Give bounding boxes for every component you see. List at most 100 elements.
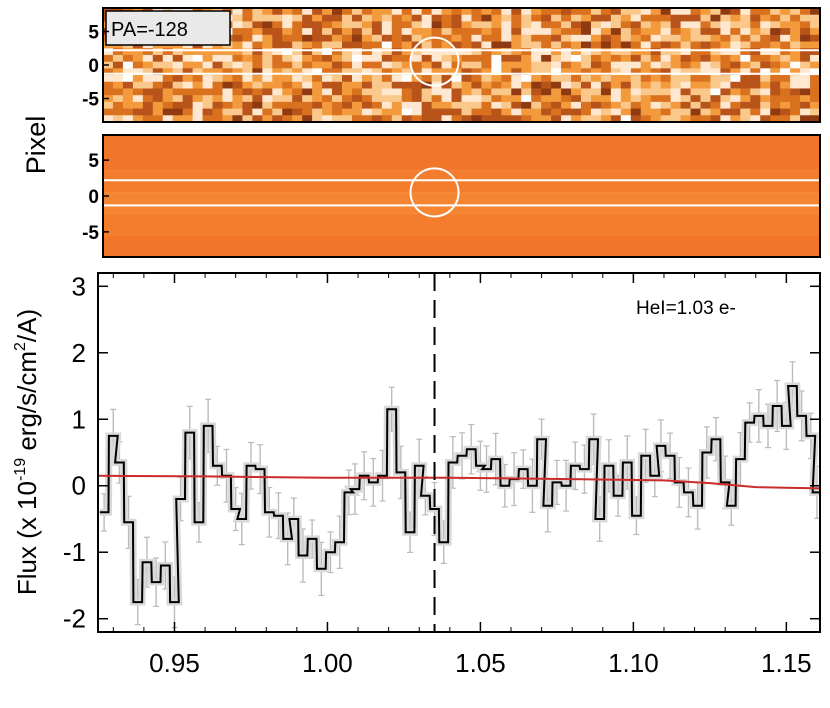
heatmap-cell bbox=[351, 8, 363, 16]
heatmap-cell bbox=[202, 48, 214, 56]
heatmap-cell bbox=[760, 8, 771, 16]
heatmap-cell bbox=[381, 115, 393, 122]
heatmap-cell bbox=[680, 101, 692, 110]
heatmap-cell bbox=[780, 95, 791, 103]
heatmap-cell bbox=[103, 81, 114, 90]
heatmap-cell bbox=[142, 101, 154, 110]
heatmap-cell bbox=[142, 75, 154, 83]
heatmap-cell bbox=[551, 21, 562, 29]
heatmap-cell bbox=[332, 81, 343, 90]
heatmap-cell bbox=[501, 101, 512, 110]
heatmap-cell bbox=[361, 68, 373, 76]
heatmap-cell bbox=[272, 14, 283, 23]
heatmap-cell bbox=[252, 54, 263, 63]
heatmap-cell bbox=[660, 34, 672, 43]
heatmap-cell bbox=[162, 54, 174, 63]
y-tick-label: 0 bbox=[88, 56, 99, 77]
heatmap-cell bbox=[600, 21, 612, 29]
heatmap-cell bbox=[660, 28, 672, 36]
heatmap-cell bbox=[342, 28, 353, 36]
heatmap-cell bbox=[750, 8, 761, 16]
heatmap-cell bbox=[112, 88, 124, 96]
heatmap-cell bbox=[581, 95, 592, 103]
heatmap-cell bbox=[581, 101, 592, 110]
heatmap-cell bbox=[650, 81, 662, 90]
heatmap-cell bbox=[232, 54, 244, 63]
heatmap-cell bbox=[531, 101, 542, 110]
heatmap-cell bbox=[760, 48, 771, 56]
heatmap-cell bbox=[232, 115, 244, 122]
heatmap-cell bbox=[541, 88, 552, 96]
heatmap-cell bbox=[322, 115, 333, 122]
heatmap-cell bbox=[202, 81, 214, 90]
heatmap-cell bbox=[610, 115, 622, 122]
heatmap-cell bbox=[132, 54, 144, 63]
heatmap-cell bbox=[561, 54, 572, 63]
heatmap-cell bbox=[292, 75, 303, 83]
heatmap-cell bbox=[342, 101, 353, 110]
heatmap-cell bbox=[551, 61, 562, 69]
heatmap-cell bbox=[810, 54, 820, 63]
heatmap-cell bbox=[571, 8, 582, 16]
heatmap-cell bbox=[590, 34, 602, 43]
heatmap-cell bbox=[770, 95, 781, 103]
panel-frame bbox=[97, 272, 821, 633]
heatmap-cell bbox=[700, 75, 712, 83]
heatmap-cell bbox=[242, 8, 253, 16]
heatmap-cell bbox=[600, 48, 612, 56]
heatmap-cell bbox=[501, 34, 512, 43]
heatmap-cell bbox=[222, 101, 234, 110]
heatmap-cell bbox=[162, 75, 174, 83]
heatmap-cell bbox=[252, 68, 263, 76]
heatmap-cell bbox=[660, 101, 672, 110]
heatmap-cell bbox=[700, 88, 712, 96]
heatmap-cell bbox=[590, 101, 602, 110]
heatmap-cell bbox=[581, 21, 592, 29]
heatmap-cell bbox=[491, 68, 502, 76]
heatmap-cell bbox=[720, 68, 731, 76]
heatmap-cell bbox=[551, 68, 562, 76]
heatmap-cell bbox=[690, 115, 702, 122]
heatmap-cell bbox=[351, 115, 363, 122]
heatmap-cell bbox=[451, 14, 463, 23]
heatmap-cell bbox=[590, 68, 602, 76]
heatmap-cell bbox=[670, 34, 682, 43]
heatmap-cell bbox=[212, 48, 224, 56]
heatmap-cell bbox=[232, 28, 244, 36]
heatmap-cell bbox=[441, 88, 453, 96]
heatmap-cell bbox=[511, 75, 522, 83]
heatmap-cell bbox=[272, 8, 283, 16]
heatmap-cell bbox=[760, 41, 771, 49]
heatmap-cell bbox=[600, 95, 612, 103]
heatmap-cell bbox=[720, 41, 731, 49]
heatmap-cell bbox=[461, 81, 473, 90]
heatmap-cell bbox=[381, 75, 393, 83]
heatmap-cell bbox=[531, 61, 542, 69]
heatmap-cell bbox=[242, 115, 253, 122]
heatmap-cell bbox=[590, 28, 602, 36]
heatmap-cell bbox=[610, 68, 622, 76]
heatmap-cell bbox=[541, 21, 552, 29]
heatmap-cell bbox=[491, 28, 502, 36]
heatmap-cell bbox=[670, 48, 682, 56]
heatmap-cell bbox=[441, 34, 453, 43]
heatmap-cell bbox=[471, 41, 483, 49]
heatmap-cell bbox=[222, 95, 234, 103]
heatmap-cell bbox=[660, 88, 672, 96]
heatmap-cell bbox=[521, 28, 532, 36]
heatmap-cell bbox=[650, 68, 662, 76]
heatmap-cell bbox=[471, 54, 483, 63]
heatmap-cell bbox=[471, 88, 483, 96]
heatmap-cell bbox=[790, 8, 801, 16]
heatmap-cell bbox=[371, 48, 383, 56]
heatmap-cell bbox=[361, 108, 373, 116]
heatmap-cell bbox=[361, 54, 373, 63]
heatmap-cell bbox=[810, 75, 820, 83]
heatmap-cell bbox=[640, 28, 652, 36]
heatmap-cell bbox=[302, 95, 313, 103]
heatmap-cell bbox=[551, 54, 562, 63]
heatmap-cell bbox=[680, 108, 692, 116]
heatmap-cell bbox=[282, 28, 293, 36]
heatmap-cell bbox=[800, 8, 811, 16]
y-tick-labels: 5 0 -5 bbox=[82, 22, 109, 111]
